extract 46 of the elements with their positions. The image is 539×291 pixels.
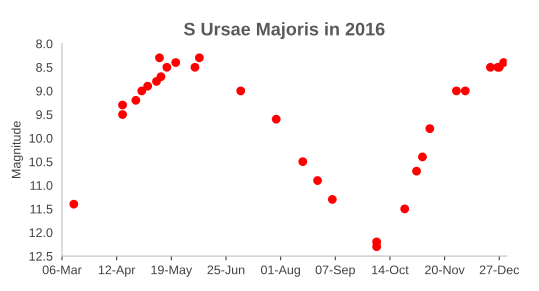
x-tick-label: 12-Apr — [98, 265, 136, 277]
y-tick-label: 11.0 — [30, 181, 52, 190]
x-tick-label: 14-Oct — [372, 265, 409, 274]
x-tick-label: 01-Aug — [260, 265, 300, 277]
point — [418, 152, 427, 162]
point — [194, 53, 204, 62]
y-tick-label: 9.0 — [36, 86, 52, 96]
point — [190, 62, 200, 72]
point — [118, 100, 127, 110]
point — [272, 114, 281, 124]
point — [412, 166, 421, 176]
y-tick-label: 10.5 — [30, 157, 52, 166]
chart-title: S Ursae Majoris in 2016 — [184, 22, 385, 40]
point — [460, 86, 470, 96]
y-tick-label: 12.5 — [30, 252, 52, 261]
point — [156, 72, 166, 82]
y-tick-label: 10.0 — [30, 134, 52, 143]
x-tick-label: 27-Dec — [480, 265, 520, 274]
y-tick-label: 12.0 — [30, 228, 52, 238]
point — [162, 62, 172, 72]
x-tick-label: 25-Jun — [207, 265, 244, 274]
point — [328, 195, 337, 204]
y-tick-label: 11.5 — [30, 204, 52, 214]
point — [425, 124, 434, 134]
point — [171, 58, 180, 67]
point — [137, 86, 146, 96]
y-tick-label: 9.5 — [36, 110, 52, 120]
point — [143, 82, 152, 91]
y-tick-label: 8.0 — [36, 39, 52, 48]
point — [452, 86, 461, 96]
point — [400, 204, 410, 214]
y-axis-title: Magnitude — [11, 121, 24, 178]
point — [131, 96, 140, 105]
point — [486, 62, 495, 72]
point — [155, 53, 164, 62]
point — [118, 110, 127, 119]
point — [69, 200, 78, 209]
y-tick-label: 8.5 — [36, 63, 52, 72]
x-tick-label: 20-Nov — [425, 265, 465, 274]
x-tick-label: 07-Sep — [316, 265, 355, 277]
point — [236, 86, 246, 96]
point — [499, 58, 507, 67]
x-tick-label: 19-May — [151, 265, 192, 277]
x-tick-label: 06-Mar — [42, 265, 82, 274]
point — [298, 157, 308, 166]
point — [313, 176, 322, 185]
